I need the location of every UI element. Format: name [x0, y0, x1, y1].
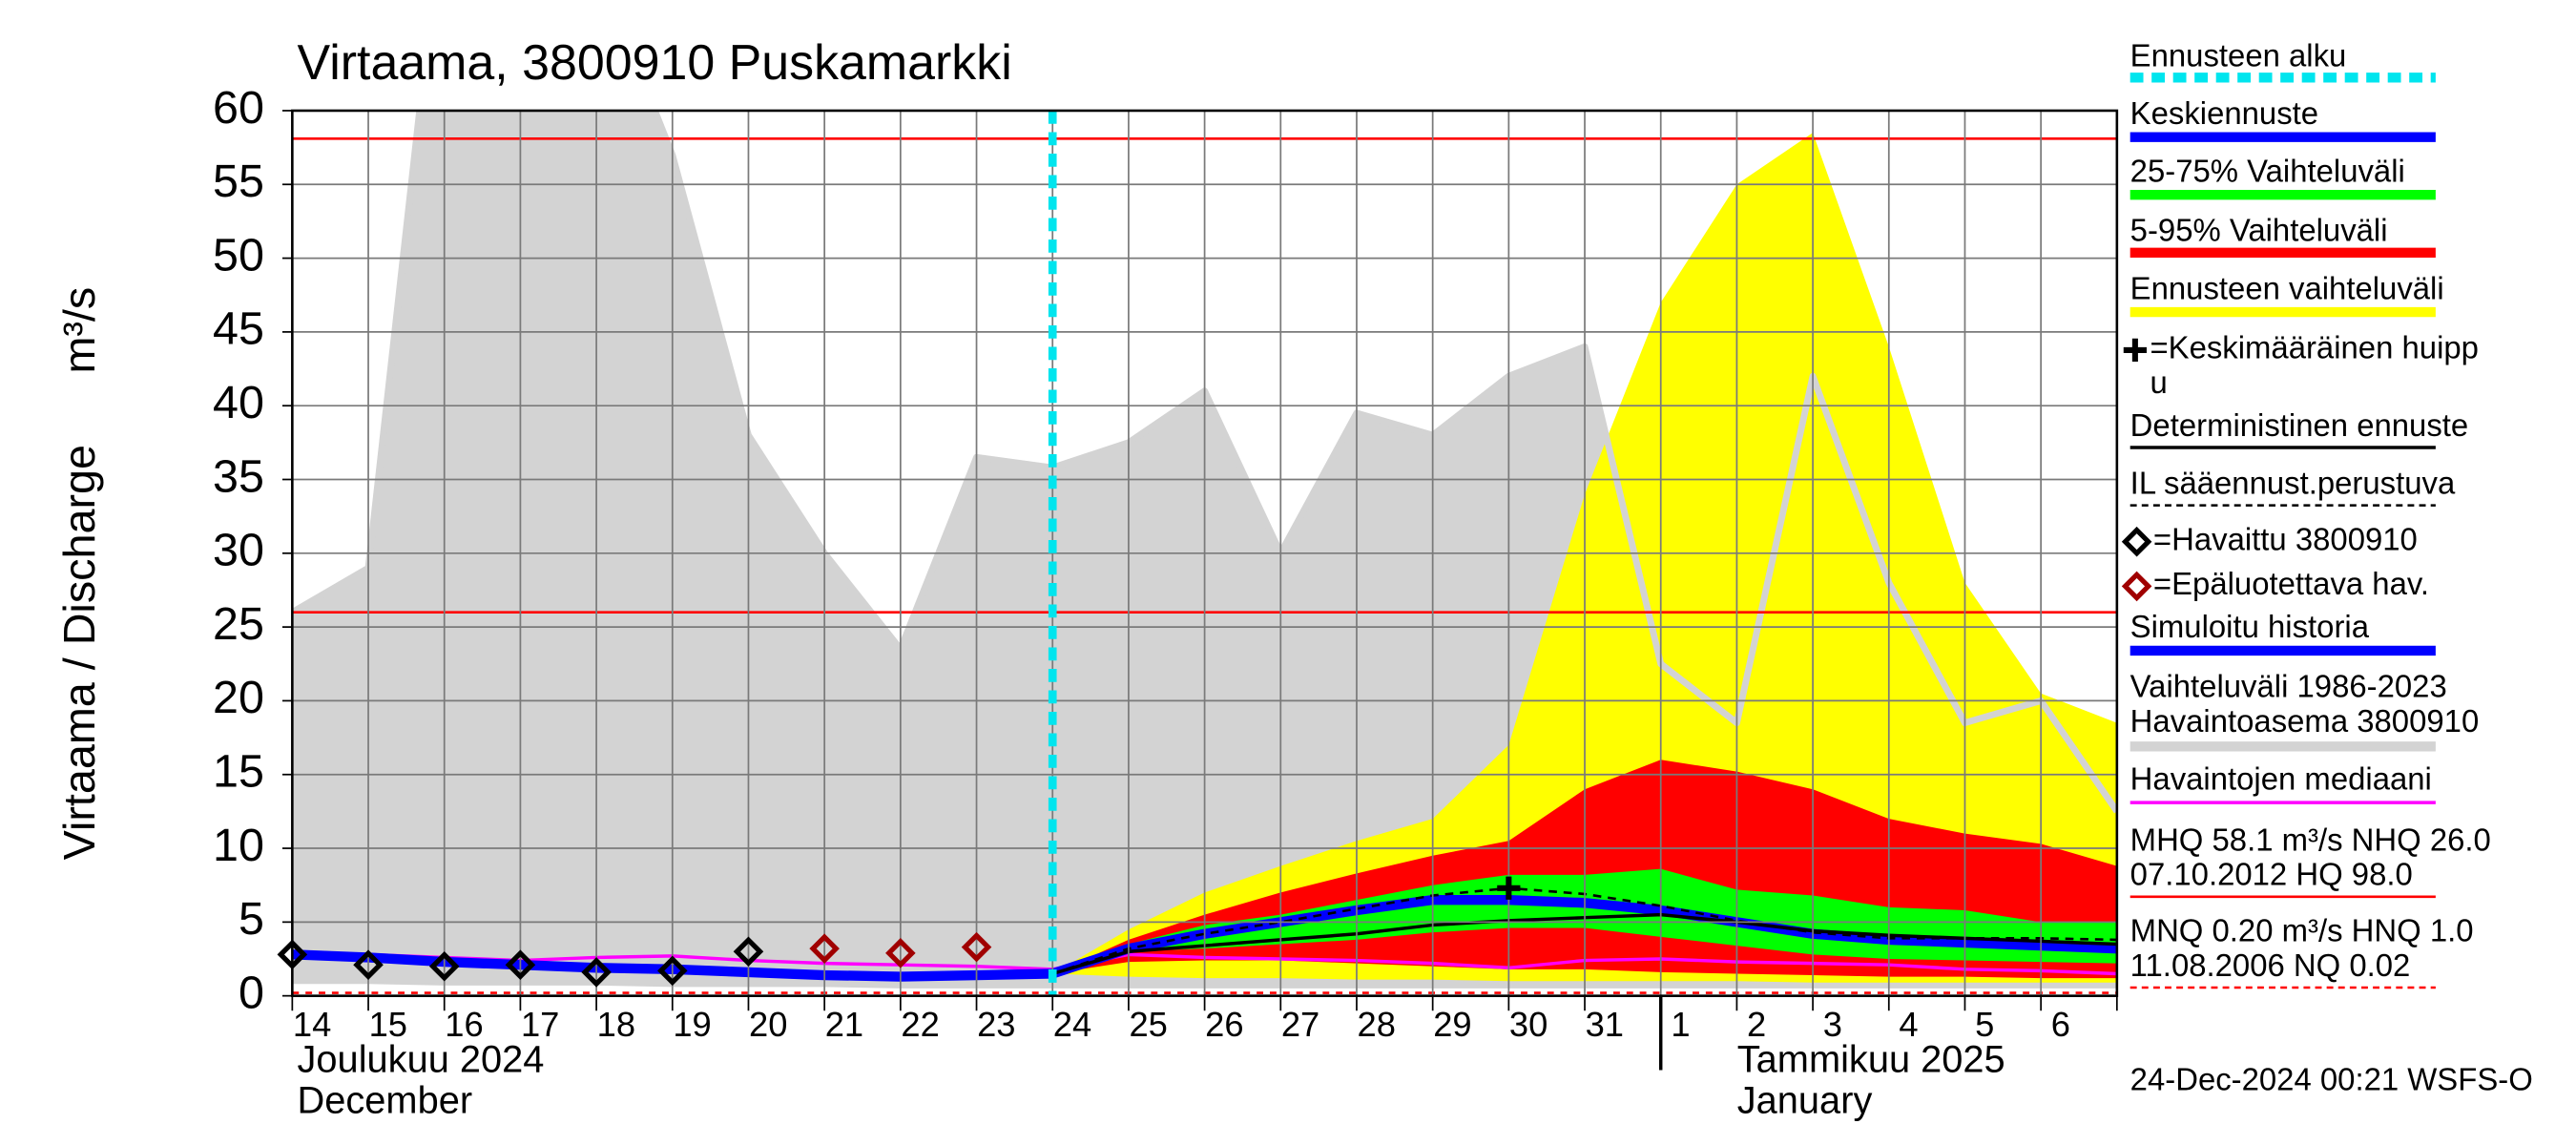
- legend-marker: [2123, 338, 2147, 363]
- legend-label: =Keskimääräinen huipp: [2150, 330, 2478, 365]
- legend-label: Havaintojen mediaani: [2130, 760, 2432, 796]
- legend-label: Vaihteluväli 1986-2023: [2130, 668, 2447, 703]
- y-tick-label: 30: [213, 525, 264, 576]
- y-tick-label: 60: [213, 82, 264, 134]
- x-tick-label: 28: [1358, 1005, 1396, 1044]
- legend-label: IL sääennust.perustuva: [2130, 466, 2456, 501]
- x-tick-label: 23: [977, 1005, 1015, 1044]
- diamond-marker: [809, 933, 840, 964]
- diamond-marker: [581, 957, 612, 988]
- x-tick-label: 31: [1586, 1005, 1624, 1044]
- x-tick-label: 17: [521, 1005, 559, 1044]
- x-tick-label: 27: [1281, 1005, 1319, 1044]
- diamond-marker: [353, 949, 384, 980]
- month-label: December: [298, 1080, 473, 1122]
- x-tick-label: 21: [825, 1005, 863, 1044]
- x-tick-label: 4: [1899, 1005, 1918, 1044]
- y-tick-label: 35: [213, 450, 264, 502]
- diamond-marker: [505, 949, 536, 980]
- y-tick-label: 15: [213, 746, 264, 798]
- plot-frame: [291, 109, 2119, 997]
- legend-label: Ennusteen vaihteluväli: [2130, 270, 2444, 305]
- diamond-marker: [656, 955, 688, 987]
- x-tick-label: 16: [445, 1005, 483, 1044]
- legend-label: MHQ 58.1 m³/s NHQ 26.0: [2130, 822, 2491, 857]
- diamond-marker: [733, 936, 764, 968]
- legend-label: Simuloitu historia: [2130, 609, 2370, 644]
- y-axis-label: Virtaama / Discharge: [54, 445, 104, 860]
- y-tick-label: 55: [213, 156, 264, 207]
- y-tick-label: 0: [239, 967, 264, 1018]
- y-tick-label: 40: [213, 377, 264, 428]
- x-tick-label: 20: [749, 1005, 787, 1044]
- legend-label: u: [2150, 364, 2167, 400]
- legend-label: 5-95% Vaihteluväli: [2130, 213, 2388, 248]
- legend-label: Havaintoasema 3800910: [2130, 703, 2480, 739]
- x-tick-label: 1: [1671, 1005, 1690, 1044]
- x-tick-label: 15: [369, 1005, 407, 1044]
- legend-marker: [2121, 571, 2152, 602]
- x-tick-label: 22: [901, 1005, 939, 1044]
- footer: 24-Dec-2024 00:21 WSFS-O: [2130, 1061, 2533, 1096]
- month-label: Tammikuu 2025: [1737, 1038, 2005, 1080]
- legend-label: =Havaittu 3800910: [2153, 521, 2418, 556]
- legend-label: =Epäluotettava hav.: [2153, 566, 2429, 601]
- diamond-marker: [428, 950, 460, 982]
- y-tick-label: 10: [213, 820, 264, 871]
- y-tick-label: 20: [213, 672, 264, 723]
- x-tick-label: 25: [1129, 1005, 1167, 1044]
- x-tick-label: 26: [1205, 1005, 1243, 1044]
- x-tick-label: 5: [1975, 1005, 1994, 1044]
- y-tick-label: 25: [213, 598, 264, 650]
- x-tick-label: 3: [1823, 1005, 1842, 1044]
- legend-label: Ennusteen alku: [2130, 37, 2347, 73]
- legend-label: Keskiennuste: [2130, 95, 2318, 131]
- x-tick-label: 19: [673, 1005, 711, 1044]
- x-tick-label: 24: [1053, 1005, 1091, 1044]
- legend-label: Deterministinen ennuste: [2130, 407, 2469, 443]
- x-tick-label: 18: [597, 1005, 635, 1044]
- chart-title: Virtaama, 3800910 Puskamarkki: [298, 35, 1012, 91]
- legend-marker: [2121, 526, 2152, 557]
- peak-marker: [1497, 876, 1521, 900]
- y-axis-unit: m³/s: [54, 287, 104, 374]
- x-tick-label: 2: [1747, 1005, 1766, 1044]
- y-tick-label: 50: [213, 229, 264, 281]
- y-tick-label: 45: [213, 303, 264, 355]
- x-tick-label: 6: [2051, 1005, 2070, 1044]
- legend-label: MNQ 0.20 m³/s HNQ 1.0: [2130, 913, 2474, 948]
- x-tick-label: 14: [293, 1005, 331, 1044]
- month-label: January: [1737, 1080, 1873, 1122]
- x-tick-label: 30: [1509, 1005, 1548, 1044]
- legend-label: 11.08.2006 NQ 0.02: [2130, 947, 2411, 983]
- diamond-marker: [885, 938, 916, 968]
- y-tick-label: 5: [239, 893, 264, 945]
- legend-label: 25-75% Vaihteluväli: [2130, 153, 2405, 188]
- month-label: Joulukuu 2024: [298, 1038, 545, 1080]
- diamond-marker: [961, 931, 992, 963]
- x-tick-label: 29: [1433, 1005, 1471, 1044]
- legend-label: 07.10.2012 HQ 98.0: [2130, 857, 2413, 892]
